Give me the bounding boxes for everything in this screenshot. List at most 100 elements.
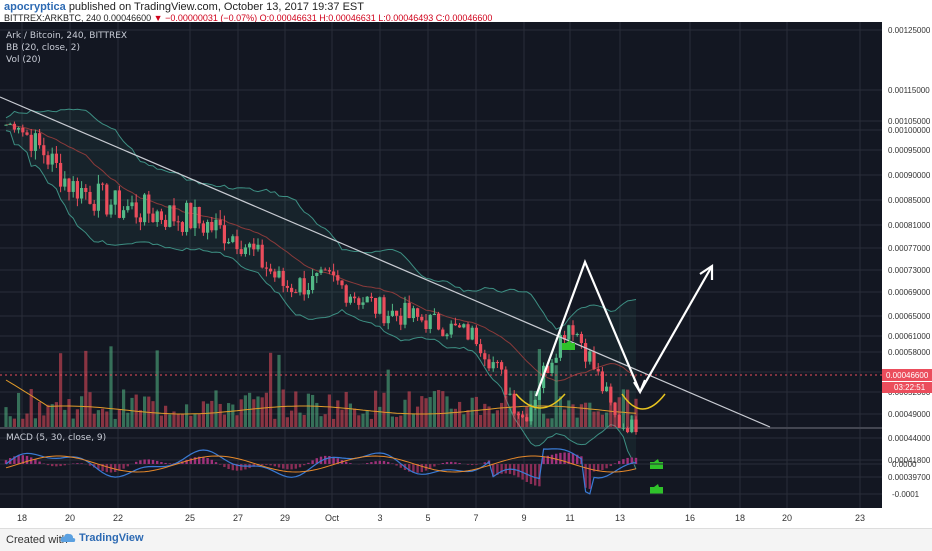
macd-histogram-bar (610, 464, 612, 466)
candle-body (261, 245, 264, 268)
macd-histogram-bar (429, 464, 431, 469)
candle-body (340, 281, 343, 286)
vol-legend[interactable]: Vol (20) (6, 55, 41, 65)
volume-bar (282, 389, 285, 427)
macd-histogram-bar (563, 452, 565, 464)
macd-histogram-bar (240, 464, 242, 470)
volume-bar (101, 409, 104, 427)
time-tick: 7 (473, 513, 478, 523)
candle-body (492, 362, 495, 368)
macd-histogram-bar (278, 464, 280, 468)
macd-histogram-bar (505, 464, 507, 473)
volume-bar (319, 416, 322, 427)
volume-bar (298, 413, 301, 427)
tradingview-logo[interactable]: TradingView (60, 532, 144, 544)
macd-histogram-bar (38, 462, 40, 464)
volume-bar (508, 407, 511, 427)
time-tick: 5 (425, 513, 430, 523)
candle-body (114, 190, 117, 204)
volume-bar (357, 415, 360, 427)
time-tick: 27 (233, 513, 243, 523)
macd-histogram-bar (265, 464, 267, 465)
macd-tick: 0.0000 (892, 460, 917, 469)
candle-body (206, 222, 209, 233)
candle-body (273, 271, 276, 277)
macd-histogram-bar (421, 464, 423, 472)
candle-body (412, 308, 415, 318)
candle-body (462, 324, 465, 327)
candle-body (143, 195, 146, 223)
candle-body (76, 181, 79, 198)
candle-body (265, 267, 268, 268)
candle-body (357, 298, 360, 305)
cloud-icon (60, 533, 76, 543)
created-with-label: Created with (6, 534, 68, 546)
macd-histogram-bar (26, 456, 28, 464)
candle-body (475, 328, 478, 344)
volume-bar (223, 415, 226, 427)
candle-body (550, 363, 553, 373)
macd-histogram-bar (286, 464, 288, 469)
volume-bar (219, 404, 222, 427)
macd-histogram-bar (454, 462, 456, 464)
macd-histogram-bar (467, 464, 469, 465)
candle-body (576, 334, 579, 335)
time-tick: 16 (685, 513, 695, 523)
macd-legend[interactable]: MACD (5, 30, close, 9) (6, 433, 106, 443)
volume-bar (63, 410, 66, 427)
volume-bar (504, 396, 507, 427)
price-chart[interactable]: 0.001250000.001150000.001050000.00100000… (0, 22, 932, 528)
candle-body (345, 285, 348, 303)
volume-bar (210, 401, 213, 427)
time-tick: 29 (280, 513, 290, 523)
volume-bar (34, 418, 37, 427)
candle-body (55, 154, 58, 163)
candle-body (130, 202, 133, 206)
volume-bar (567, 400, 570, 427)
author-link[interactable]: apocryptica (4, 1, 66, 13)
macd-histogram-bar (51, 464, 53, 466)
volume-bar (294, 391, 297, 427)
candle-body (231, 236, 234, 242)
candle-body (84, 188, 87, 192)
volume-bar (559, 396, 562, 427)
macd-histogram-bar (614, 463, 616, 464)
macd-histogram-bar (345, 462, 347, 464)
bb-legend[interactable]: BB (20, close, 2) (6, 43, 80, 53)
volume-bar (122, 389, 125, 427)
candle-body (59, 163, 62, 187)
macd-histogram-bar (559, 453, 561, 464)
candle-body (248, 244, 251, 248)
volume-bar (382, 393, 385, 427)
candle-body (30, 135, 33, 151)
macd-histogram-bar (215, 462, 217, 464)
volume-bar (139, 410, 142, 427)
time-axis-background (0, 508, 882, 528)
macd-histogram-bar (227, 464, 229, 469)
candle-body (634, 420, 637, 432)
time-tick: 22 (113, 513, 123, 523)
candle-body (168, 205, 171, 226)
volume-bar (168, 415, 171, 427)
candle-body (454, 324, 457, 326)
candle-body (534, 400, 537, 407)
candle-body (517, 414, 520, 416)
time-tick: 18 (17, 513, 27, 523)
time-tick: 11 (565, 513, 574, 523)
volume-bar (374, 391, 377, 427)
volume-bar (387, 370, 390, 427)
volume-bar (151, 401, 154, 427)
candle-body (399, 316, 402, 325)
volume-bar (420, 396, 423, 427)
volume-bar (156, 350, 159, 427)
volume-bar (366, 411, 369, 427)
price-tick: 0.00105000 (888, 117, 931, 126)
publish-line: apocryptica published on TradingView.com… (4, 2, 364, 13)
volume-bar (437, 390, 440, 427)
macd-histogram-bar (139, 460, 141, 464)
candle-body (382, 297, 385, 323)
macd-histogram-bar (433, 464, 435, 466)
candle-body (408, 303, 411, 318)
time-tick: 3 (377, 513, 382, 523)
